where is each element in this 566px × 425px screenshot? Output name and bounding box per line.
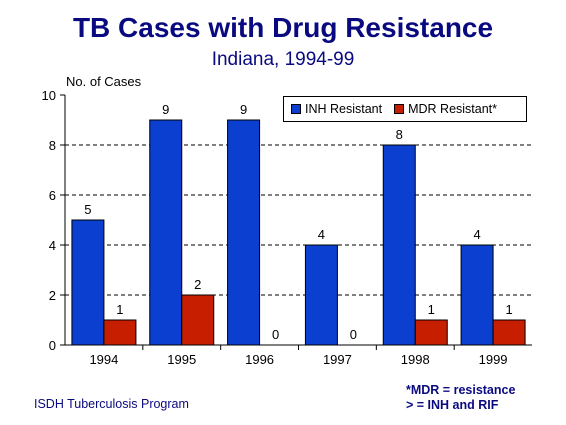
x-tick-label: 1994	[89, 352, 118, 367]
bar-inh	[382, 144, 416, 346]
bar-mdr	[103, 319, 137, 346]
legend-label-inh: INH Resistant	[305, 102, 383, 116]
bar-inh	[149, 119, 183, 346]
data-label-mdr: 1	[116, 302, 123, 317]
legend: INH Resistant MDR Resistant*	[283, 96, 527, 122]
legend-swatch-mdr	[394, 104, 405, 114]
data-label-inh: 4	[318, 227, 325, 242]
legend-item-mdr: MDR Resistant*	[394, 102, 497, 116]
data-label-mdr: 0	[350, 327, 357, 342]
footnote-line-1: *MDR = resistance	[406, 383, 516, 397]
y-tick-label: 4	[49, 238, 56, 253]
data-label-mdr: 1	[505, 302, 512, 317]
program-credit: ISDH Tuberculosis Program	[34, 397, 189, 411]
legend-label-mdr: MDR Resistant*	[408, 102, 498, 116]
y-tick-label: 6	[49, 188, 56, 203]
legend-swatch-inh	[291, 104, 301, 114]
mdr-footnote: *MDR = resistance > = INH and RIF	[406, 383, 515, 413]
data-label-mdr: 1	[428, 302, 435, 317]
x-tick-label: 1996	[245, 352, 274, 367]
data-label-inh: 9	[240, 102, 247, 117]
y-axis-label: No. of Cases	[66, 74, 142, 89]
bar-inh	[304, 244, 338, 346]
chart-subtitle: Indiana, 1994-99	[211, 49, 355, 70]
bar-inh	[71, 219, 105, 346]
x-tick-label: 1997	[323, 352, 352, 367]
x-tick-label: 1999	[479, 352, 508, 367]
bar-inh	[227, 119, 261, 346]
x-tick-label: 1995	[167, 352, 196, 367]
footnote-line-2: > = INH and RIF	[406, 398, 499, 412]
legend-item-inh: INH Resistant	[291, 102, 382, 116]
bar-mdr	[492, 319, 526, 346]
data-label-inh: 8	[396, 127, 403, 142]
bar-mdr	[181, 294, 215, 346]
chart-title: TB Cases with Drug Resistance	[72, 12, 494, 43]
bar-mdr	[414, 319, 448, 346]
y-tick-label: 8	[49, 138, 56, 153]
data-label-mdr: 0	[272, 327, 279, 342]
y-tick-label: 0	[49, 338, 56, 353]
data-label-inh: 5	[84, 202, 91, 217]
bar-inh	[460, 244, 494, 346]
data-label-mdr: 2	[194, 277, 201, 292]
data-label-inh: 9	[162, 102, 169, 117]
y-tick-label: 10	[42, 88, 56, 103]
x-tick-label: 1998	[401, 352, 430, 367]
data-label-inh: 4	[473, 227, 480, 242]
y-tick-label: 2	[49, 288, 56, 303]
